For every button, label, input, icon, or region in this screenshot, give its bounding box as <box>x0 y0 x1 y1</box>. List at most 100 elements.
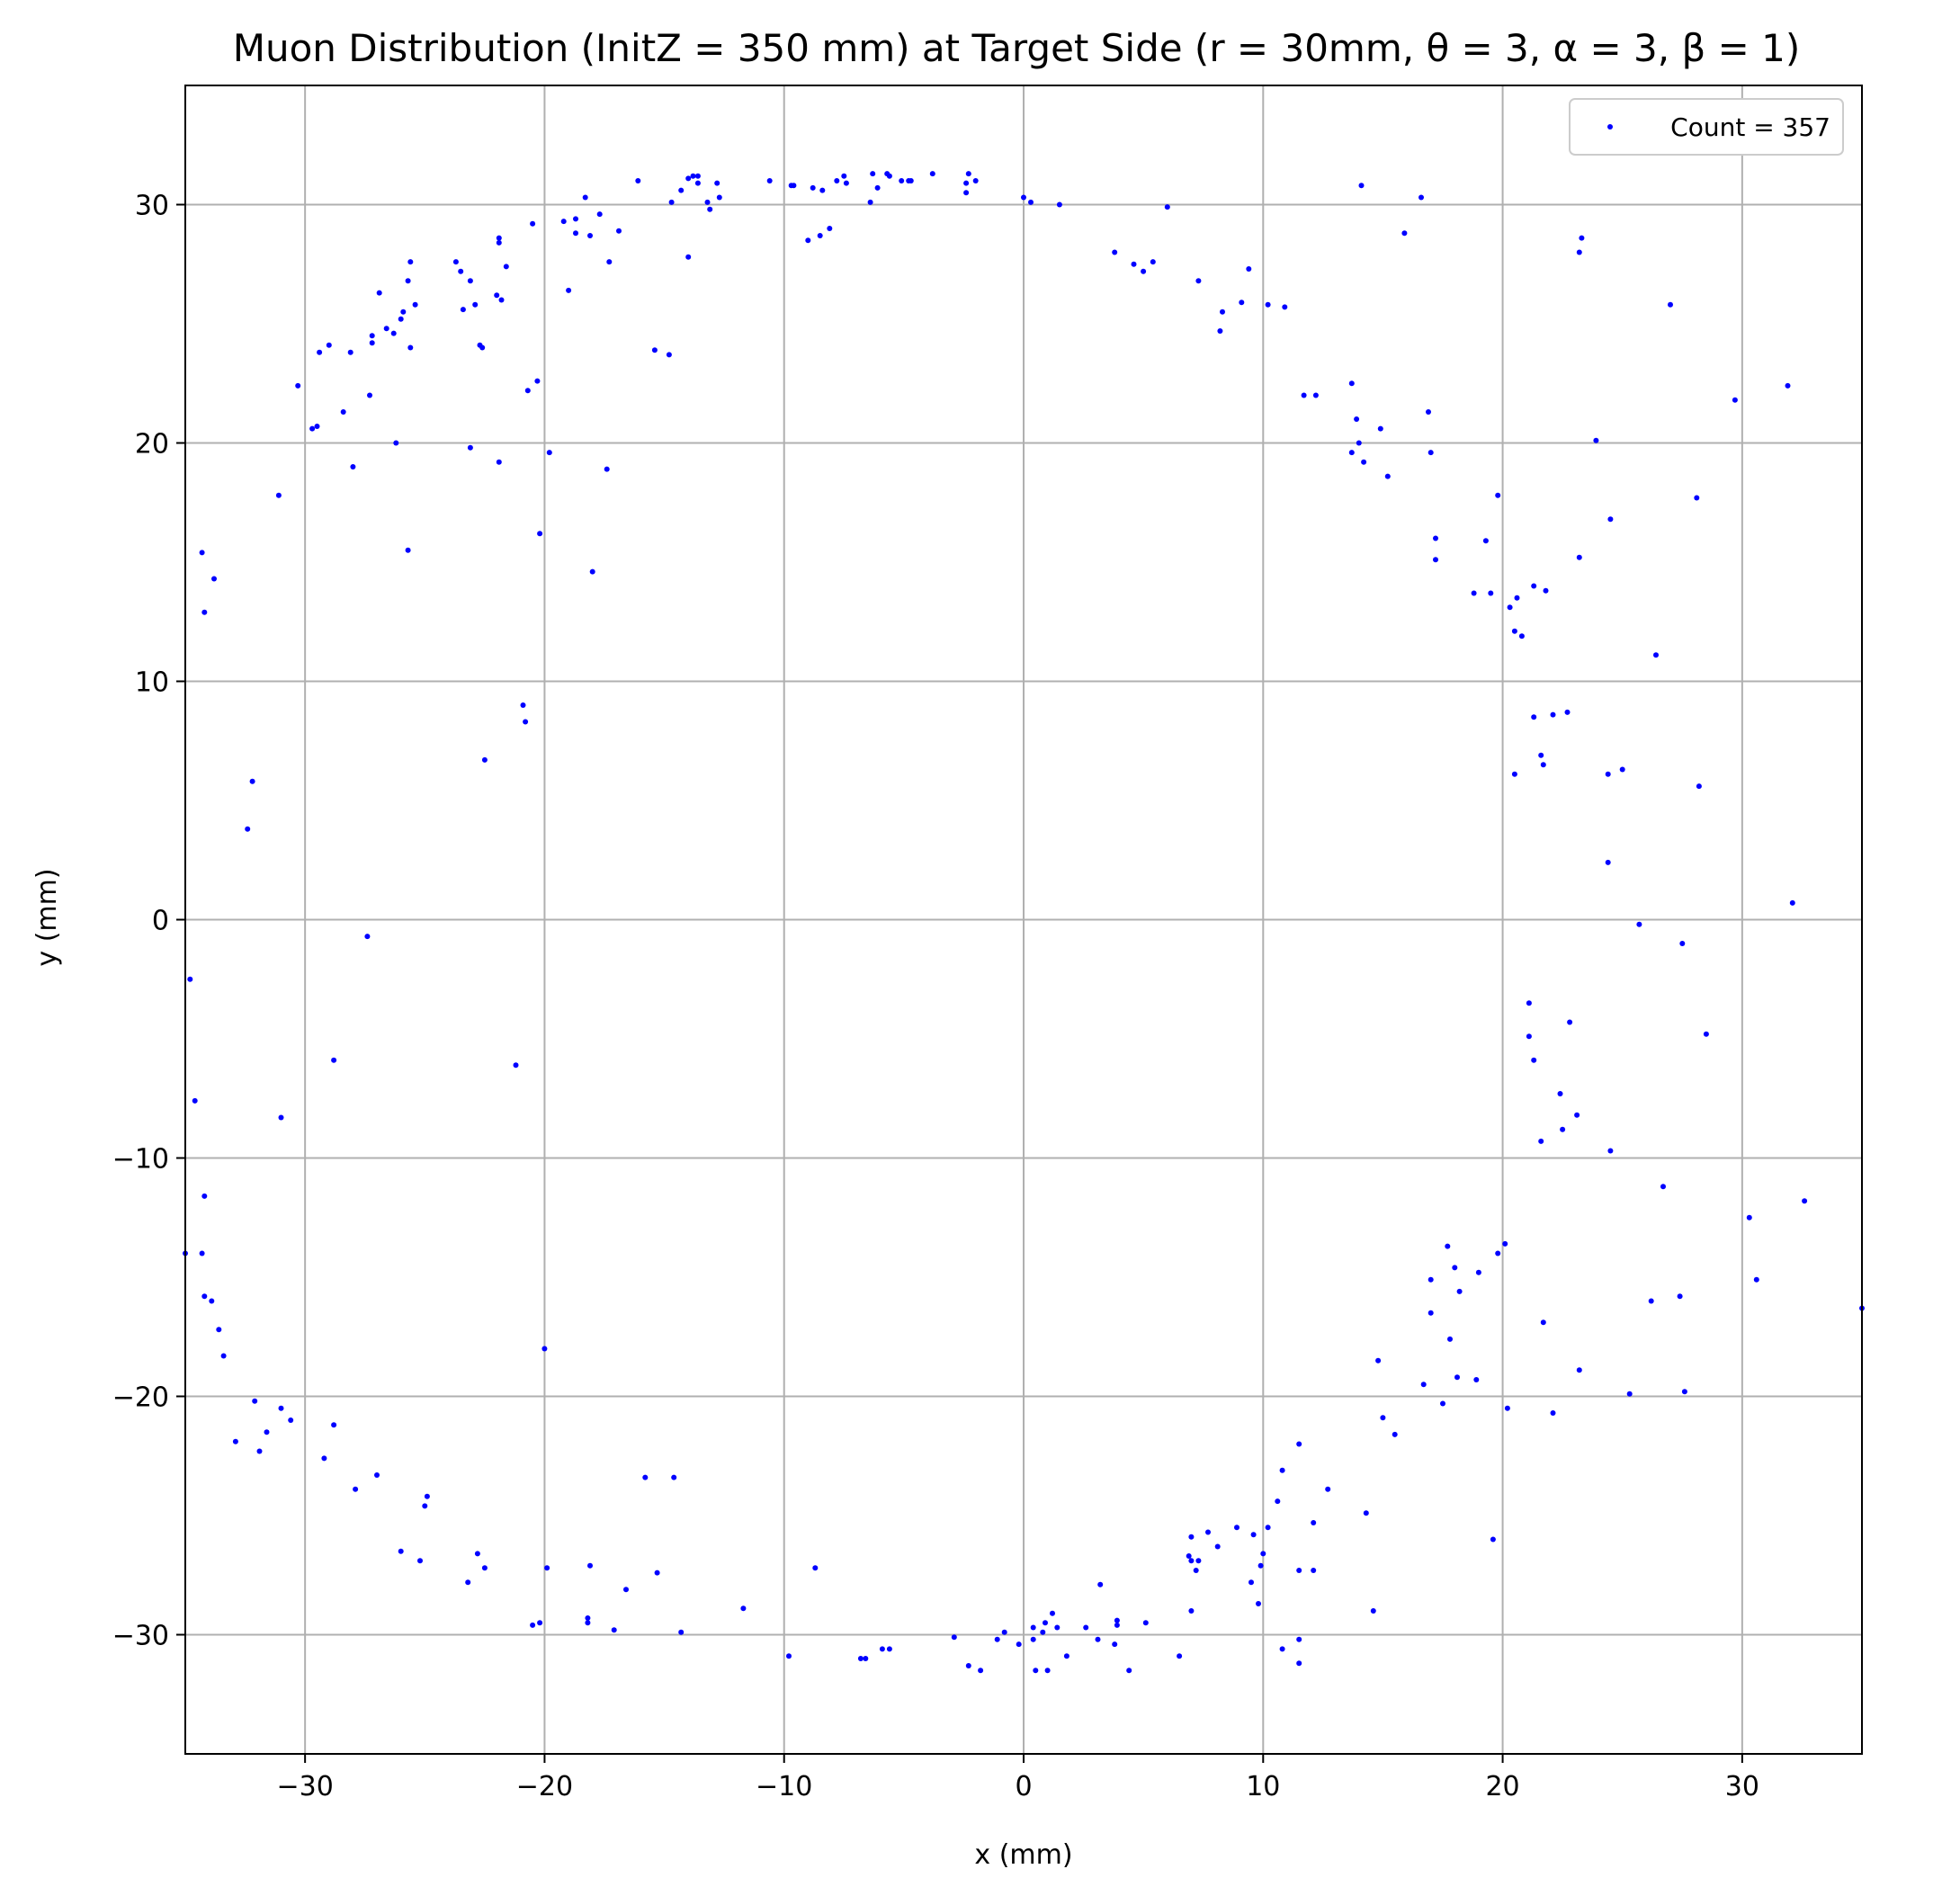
data-point <box>1488 590 1494 596</box>
data-point <box>863 1656 869 1661</box>
data-point <box>1574 1112 1580 1118</box>
data-point <box>1482 538 1489 544</box>
data-point <box>812 1565 819 1571</box>
data-point <box>1348 380 1355 387</box>
grid <box>185 85 1862 1754</box>
data-point <box>1250 1532 1257 1538</box>
data-point <box>1619 766 1625 773</box>
data-point <box>537 531 543 537</box>
data-point <box>1605 771 1611 777</box>
data-point <box>211 576 217 582</box>
data-point <box>606 259 613 265</box>
data-point <box>1427 1310 1434 1316</box>
data-point <box>1186 1553 1192 1559</box>
data-point <box>1605 859 1611 865</box>
data-point <box>1377 425 1383 432</box>
data-point <box>805 237 811 244</box>
data-point <box>412 301 418 308</box>
x-axis-label: x (mm) <box>974 1839 1072 1871</box>
data-point <box>1660 1184 1666 1190</box>
data-point <box>405 278 411 284</box>
data-point <box>1593 437 1599 443</box>
data-point <box>1370 1608 1376 1614</box>
data-point <box>479 344 486 351</box>
data-point <box>288 1417 294 1423</box>
y-axis-label: y (mm) <box>31 868 63 966</box>
data-point <box>1514 595 1520 601</box>
data-point <box>1447 1336 1453 1342</box>
data-point <box>1325 1486 1331 1492</box>
data-point <box>1579 235 1585 241</box>
data-point <box>1260 1551 1266 1557</box>
data-point <box>1452 1265 1458 1271</box>
data-point <box>364 934 371 940</box>
x-tick-label: −20 <box>516 1771 573 1802</box>
y-tick-label: 10 <box>135 667 169 699</box>
data-point <box>1475 1269 1481 1275</box>
data-point <box>1732 397 1738 403</box>
data-point <box>642 1474 649 1480</box>
data-point <box>1220 309 1225 315</box>
data-point <box>1279 1467 1285 1473</box>
data-point <box>666 352 672 358</box>
data-point <box>1164 204 1170 210</box>
data-point <box>1030 1636 1036 1642</box>
data-point <box>347 349 354 355</box>
data-point <box>1653 652 1659 658</box>
data-point <box>1188 1558 1195 1564</box>
data-point <box>694 180 701 186</box>
legend-marker <box>1607 124 1613 130</box>
data-point <box>678 187 685 193</box>
x-tick-label: −30 <box>276 1771 333 1802</box>
data-point <box>589 568 595 575</box>
data-point <box>1540 1319 1546 1326</box>
data-point <box>585 1615 591 1621</box>
data-point <box>1677 1293 1683 1300</box>
data-point <box>1607 516 1614 523</box>
data-point <box>232 1438 238 1444</box>
data-point <box>1188 1608 1195 1614</box>
data-point <box>481 756 488 763</box>
data-point <box>1427 1276 1434 1283</box>
data-point <box>1789 899 1795 906</box>
data-point <box>1511 771 1517 777</box>
data-point <box>367 392 372 398</box>
data-point <box>1114 1622 1120 1628</box>
data-point <box>201 1193 208 1199</box>
data-point <box>1131 261 1137 267</box>
data-point <box>1001 1629 1007 1635</box>
data-point <box>834 178 840 183</box>
data-point <box>1543 587 1549 594</box>
data-point <box>1348 450 1355 456</box>
data-point <box>690 173 696 179</box>
data-point <box>1361 459 1367 465</box>
data-point <box>1257 1562 1264 1569</box>
data-point <box>350 464 356 470</box>
data-point <box>596 211 603 218</box>
data-point <box>1021 194 1026 201</box>
data-point <box>314 424 320 429</box>
data-point <box>1234 1525 1240 1531</box>
data-point <box>216 1327 222 1333</box>
data-point <box>1030 1624 1036 1631</box>
data-point <box>374 1472 380 1478</box>
x-tick-label: 0 <box>1015 1771 1032 1802</box>
data-point <box>1275 1498 1281 1505</box>
data-point <box>481 1565 488 1571</box>
data-point <box>537 1620 543 1626</box>
data-point <box>494 292 500 299</box>
data-point <box>1531 1057 1537 1063</box>
data-point <box>1681 1389 1687 1395</box>
data-point <box>1193 1568 1199 1573</box>
data-point <box>1112 1641 1118 1648</box>
data-point <box>317 349 323 355</box>
data-point <box>472 301 479 308</box>
data-point <box>460 307 466 313</box>
data-point <box>1538 1138 1544 1144</box>
data-point <box>1126 1668 1132 1674</box>
data-point <box>1753 1276 1759 1283</box>
data-point <box>1433 557 1438 563</box>
legend-label: Count = 357 <box>1670 112 1830 142</box>
data-point <box>1538 752 1544 758</box>
